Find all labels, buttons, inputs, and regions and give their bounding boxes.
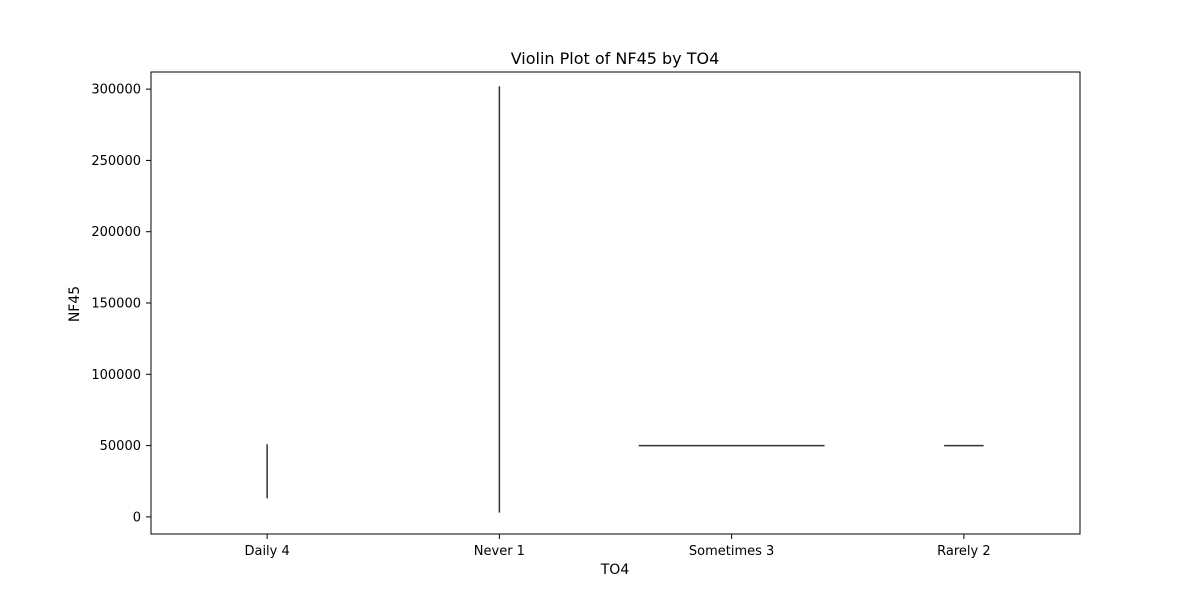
x-tick-label-1: Never 1 (474, 544, 525, 559)
plot-frame (150, 71, 1081, 535)
y-tick-label-5: 250000 (91, 154, 141, 169)
y-axis-label: NF45 (67, 286, 83, 322)
plot-area: 0 50000 100000 150000 200000 250000 300000 Dail… (91, 83, 990, 559)
y-tick-label-0: 0 (133, 510, 141, 525)
y-tick-label-6: 300000 (91, 83, 141, 98)
x-tick-label-2: Sometimes 3 (689, 544, 774, 559)
chart-title: Violin Plot of NF45 by TO4 (511, 49, 720, 68)
y-tick-label-2: 100000 (91, 368, 141, 383)
y-tick-label-4: 200000 (91, 225, 141, 240)
y-tick-label-1: 50000 (100, 439, 141, 454)
x-tick-label-0: Daily 4 (244, 544, 289, 559)
x-axis-label: TO4 (600, 562, 630, 578)
y-tick-label-3: 150000 (91, 297, 141, 312)
x-tick-label-3: Rarely 2 (937, 544, 990, 559)
